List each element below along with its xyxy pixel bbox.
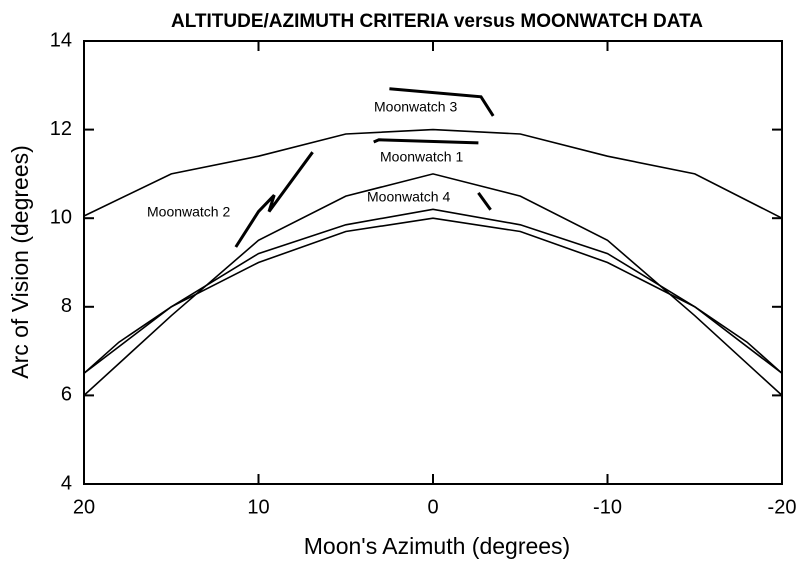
x-tick-label: -10 xyxy=(593,496,622,518)
x-tick-label: -20 xyxy=(768,496,797,518)
y-tick-label: 4 xyxy=(61,472,72,494)
series-label: Moonwatch 1 xyxy=(380,149,463,165)
y-axis-label: Arc of Vision (degrees) xyxy=(7,145,33,379)
criteria-line xyxy=(83,128,783,219)
y-tick-label: 6 xyxy=(61,384,72,406)
y-tick-label: 12 xyxy=(50,118,72,140)
y-tick-label: 14 xyxy=(50,29,72,51)
x-axis-label: Moon's Azimuth (degrees) xyxy=(304,533,570,559)
y-tick-label: 10 xyxy=(50,206,72,228)
y-tick-label: 8 xyxy=(61,295,72,317)
x-tick-label: 0 xyxy=(427,496,438,518)
criteria-line xyxy=(83,208,783,374)
moonwatch-line xyxy=(234,151,314,248)
moonwatch-line xyxy=(389,87,495,117)
moonwatch-line xyxy=(477,192,492,211)
chart-title: ALTITUDE/AZIMUTH CRITERIA versus MOONWAT… xyxy=(171,11,703,32)
series-label: Moonwatch 2 xyxy=(147,204,230,220)
series-label: Moonwatch 3 xyxy=(374,99,457,115)
series-label: Moonwatch 4 xyxy=(367,189,450,205)
moonwatch-line xyxy=(373,138,479,145)
criteria-line xyxy=(83,217,783,374)
criteria-line xyxy=(83,173,783,396)
x-tick-label: 10 xyxy=(247,496,269,518)
x-tick-label: 20 xyxy=(73,496,95,518)
